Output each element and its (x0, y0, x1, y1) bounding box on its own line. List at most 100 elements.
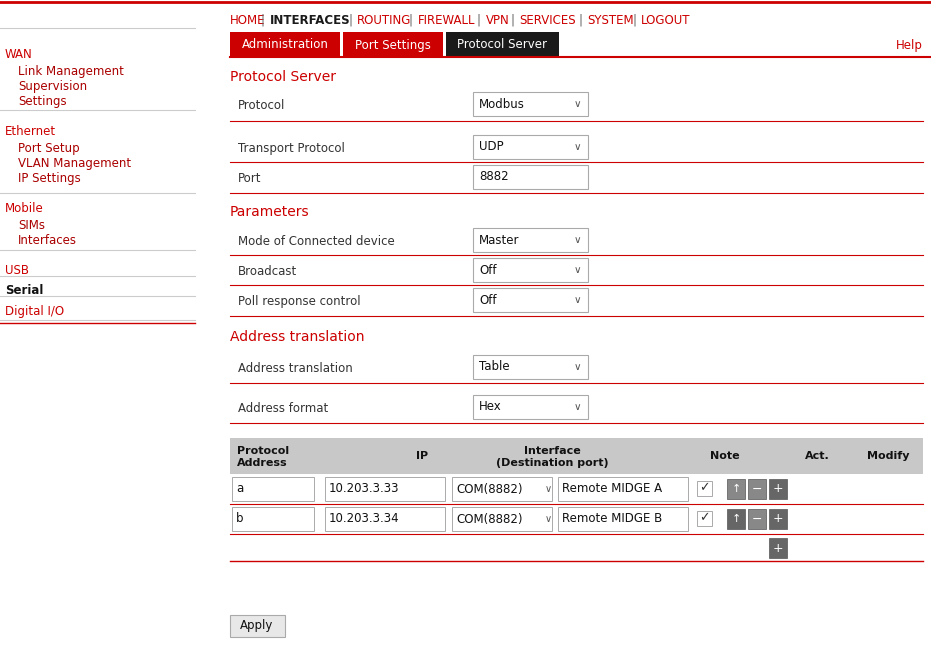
Bar (727, 479, 745, 499)
Bar (558, 507, 688, 531)
Bar (230, 504, 923, 534)
Bar (473, 395, 588, 419)
Text: ∨: ∨ (574, 99, 582, 109)
Bar (727, 509, 745, 529)
Bar (558, 477, 688, 501)
Text: Table: Table (479, 361, 509, 374)
Bar (230, 438, 923, 474)
Text: +: + (773, 542, 783, 555)
Text: ✓: ✓ (699, 482, 709, 495)
Text: Poll response control: Poll response control (238, 295, 360, 308)
Text: a: a (236, 482, 243, 495)
Text: Link Management: Link Management (18, 65, 124, 78)
Text: −: − (751, 512, 762, 525)
Bar (232, 507, 314, 531)
Text: Off: Off (479, 264, 496, 277)
Text: ✓: ✓ (699, 512, 709, 525)
Bar (452, 507, 552, 531)
Text: b: b (236, 512, 244, 525)
Text: Port: Port (238, 172, 262, 185)
Text: Port Setup: Port Setup (18, 142, 80, 155)
Bar (769, 479, 787, 499)
Text: FIREWALL: FIREWALL (418, 14, 476, 27)
Text: +: + (773, 482, 783, 495)
Text: INTERFACES: INTERFACES (270, 14, 351, 27)
Text: Supervision: Supervision (18, 80, 88, 93)
Bar (748, 479, 766, 499)
Text: Apply: Apply (240, 620, 274, 633)
Text: COM(8882): COM(8882) (456, 512, 522, 525)
Text: SYSTEM: SYSTEM (587, 14, 634, 27)
Text: SERVICES: SERVICES (519, 14, 575, 27)
Text: Help: Help (897, 38, 923, 51)
Text: Digital I/O: Digital I/O (5, 305, 64, 318)
Text: Protocol Server: Protocol Server (457, 38, 547, 51)
Bar (697, 481, 712, 496)
Bar (232, 477, 314, 501)
Text: ∨: ∨ (545, 514, 552, 524)
Bar (769, 509, 787, 529)
Text: ∨: ∨ (574, 142, 582, 152)
Text: Note: Note (710, 451, 740, 461)
Text: Serial: Serial (5, 284, 44, 297)
Text: −: − (751, 482, 762, 495)
Text: Protocol Server: Protocol Server (230, 70, 336, 84)
Text: IP: IP (416, 451, 428, 461)
Text: |: | (477, 14, 481, 27)
Text: Off: Off (479, 294, 496, 307)
Bar (473, 355, 588, 379)
Text: ROUTING: ROUTING (357, 14, 412, 27)
Text: Settings: Settings (18, 95, 67, 108)
Bar (473, 165, 588, 189)
Text: Modify: Modify (867, 451, 910, 461)
Text: Mode of Connected device: Mode of Connected device (238, 235, 395, 248)
Text: Act.: Act. (804, 451, 830, 461)
Bar (452, 477, 552, 501)
Bar (230, 615, 285, 637)
Bar (325, 507, 445, 531)
Text: USB: USB (5, 264, 29, 277)
Text: VLAN Management: VLAN Management (18, 157, 131, 170)
Text: VPN: VPN (486, 14, 510, 27)
Text: LOGOUT: LOGOUT (641, 14, 691, 27)
Text: Administration: Administration (241, 38, 329, 51)
Text: Master: Master (479, 234, 519, 247)
Text: HOME: HOME (230, 14, 265, 27)
Text: Transport Protocol: Transport Protocol (238, 142, 344, 155)
Text: Parameters: Parameters (230, 205, 310, 219)
Text: ↑: ↑ (732, 484, 741, 494)
Text: ∨: ∨ (574, 235, 582, 245)
Text: Port Settings: Port Settings (355, 38, 431, 51)
Text: ∨: ∨ (574, 295, 582, 305)
Text: ∨: ∨ (574, 265, 582, 275)
Text: 10.203.3.34: 10.203.3.34 (329, 512, 399, 525)
Text: Interfaces: Interfaces (18, 234, 77, 247)
Bar (343, 32, 443, 56)
Bar (473, 288, 588, 312)
Text: Mobile: Mobile (5, 202, 44, 215)
Bar (325, 477, 445, 501)
Text: Address format: Address format (238, 402, 329, 415)
Text: Remote MIDGE A: Remote MIDGE A (562, 482, 662, 495)
Text: Modbus: Modbus (479, 98, 525, 111)
Text: |: | (578, 14, 582, 27)
Text: Remote MIDGE B: Remote MIDGE B (562, 512, 662, 525)
Bar (769, 538, 787, 558)
Bar (473, 135, 588, 159)
Bar (473, 258, 588, 282)
Text: |: | (510, 14, 514, 27)
Text: 8882: 8882 (479, 171, 508, 184)
Text: Ethernet: Ethernet (5, 125, 56, 138)
Text: ∨: ∨ (545, 484, 552, 494)
Text: |: | (409, 14, 413, 27)
Text: Hex: Hex (479, 400, 502, 413)
Bar (697, 511, 712, 526)
Text: Protocol: Protocol (238, 99, 286, 112)
Bar (230, 534, 923, 559)
Text: 10.203.3.33: 10.203.3.33 (329, 482, 399, 495)
Text: Address translation: Address translation (238, 362, 353, 375)
Text: WAN: WAN (5, 48, 33, 61)
Text: UDP: UDP (479, 141, 504, 154)
Text: IP Settings: IP Settings (18, 172, 81, 185)
Text: |: | (632, 14, 636, 27)
